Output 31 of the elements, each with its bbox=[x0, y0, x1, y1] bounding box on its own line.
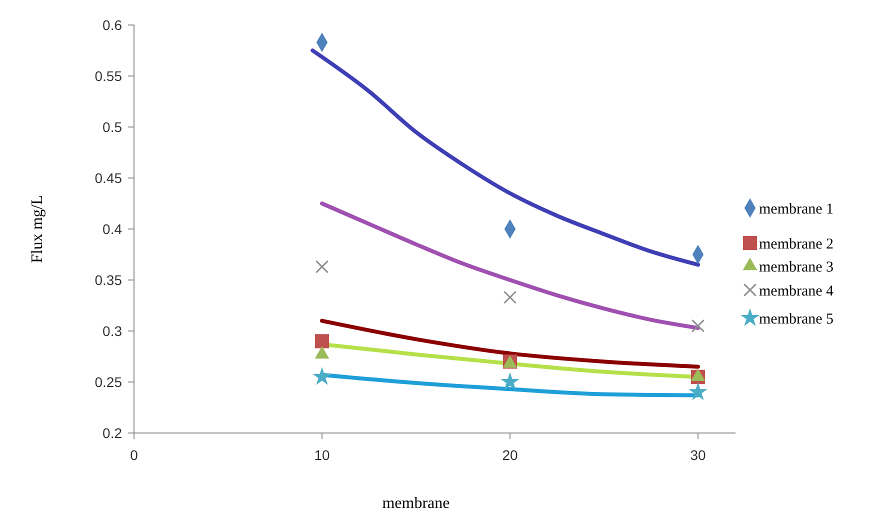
y-tick-label: 0.4 bbox=[102, 220, 122, 237]
line-series bbox=[320, 202, 700, 330]
y-tick-label: 0.35 bbox=[94, 272, 122, 288]
x-tick-label: 10 bbox=[314, 447, 330, 463]
y-tick-label: 0.5 bbox=[102, 118, 122, 135]
y-tick-label: 0.3 bbox=[102, 322, 122, 339]
point bbox=[314, 334, 330, 348]
point bbox=[312, 367, 332, 385]
legend-label: membrane 5 bbox=[759, 311, 834, 328]
y-tick-label: 0.25 bbox=[94, 374, 122, 390]
legend-label: membrane 3 bbox=[759, 259, 834, 276]
point bbox=[500, 372, 520, 390]
x-axis-title: membrane bbox=[382, 495, 450, 512]
y-tick-label: 0.6 bbox=[102, 16, 122, 33]
line-series bbox=[320, 318, 700, 369]
y-tick-label: 0.55 bbox=[94, 68, 122, 84]
point bbox=[691, 319, 705, 332]
legend-label: membrane 4 bbox=[759, 283, 834, 300]
x-tick-label: 20 bbox=[502, 447, 518, 463]
legend-label: membrane 2 bbox=[759, 236, 834, 252]
x-tick-label: 0 bbox=[130, 447, 138, 463]
point bbox=[315, 260, 329, 274]
y-tick-label: 0.2 bbox=[102, 424, 122, 441]
point bbox=[314, 346, 330, 359]
x-tick-label: 30 bbox=[690, 447, 706, 463]
y-tick-label: 0.45 bbox=[94, 170, 122, 186]
point bbox=[503, 290, 517, 304]
point bbox=[690, 368, 706, 382]
y-axis-title: Flux mg/L bbox=[29, 194, 46, 264]
legend-label: membrane 1 bbox=[759, 201, 834, 218]
point bbox=[688, 382, 708, 400]
